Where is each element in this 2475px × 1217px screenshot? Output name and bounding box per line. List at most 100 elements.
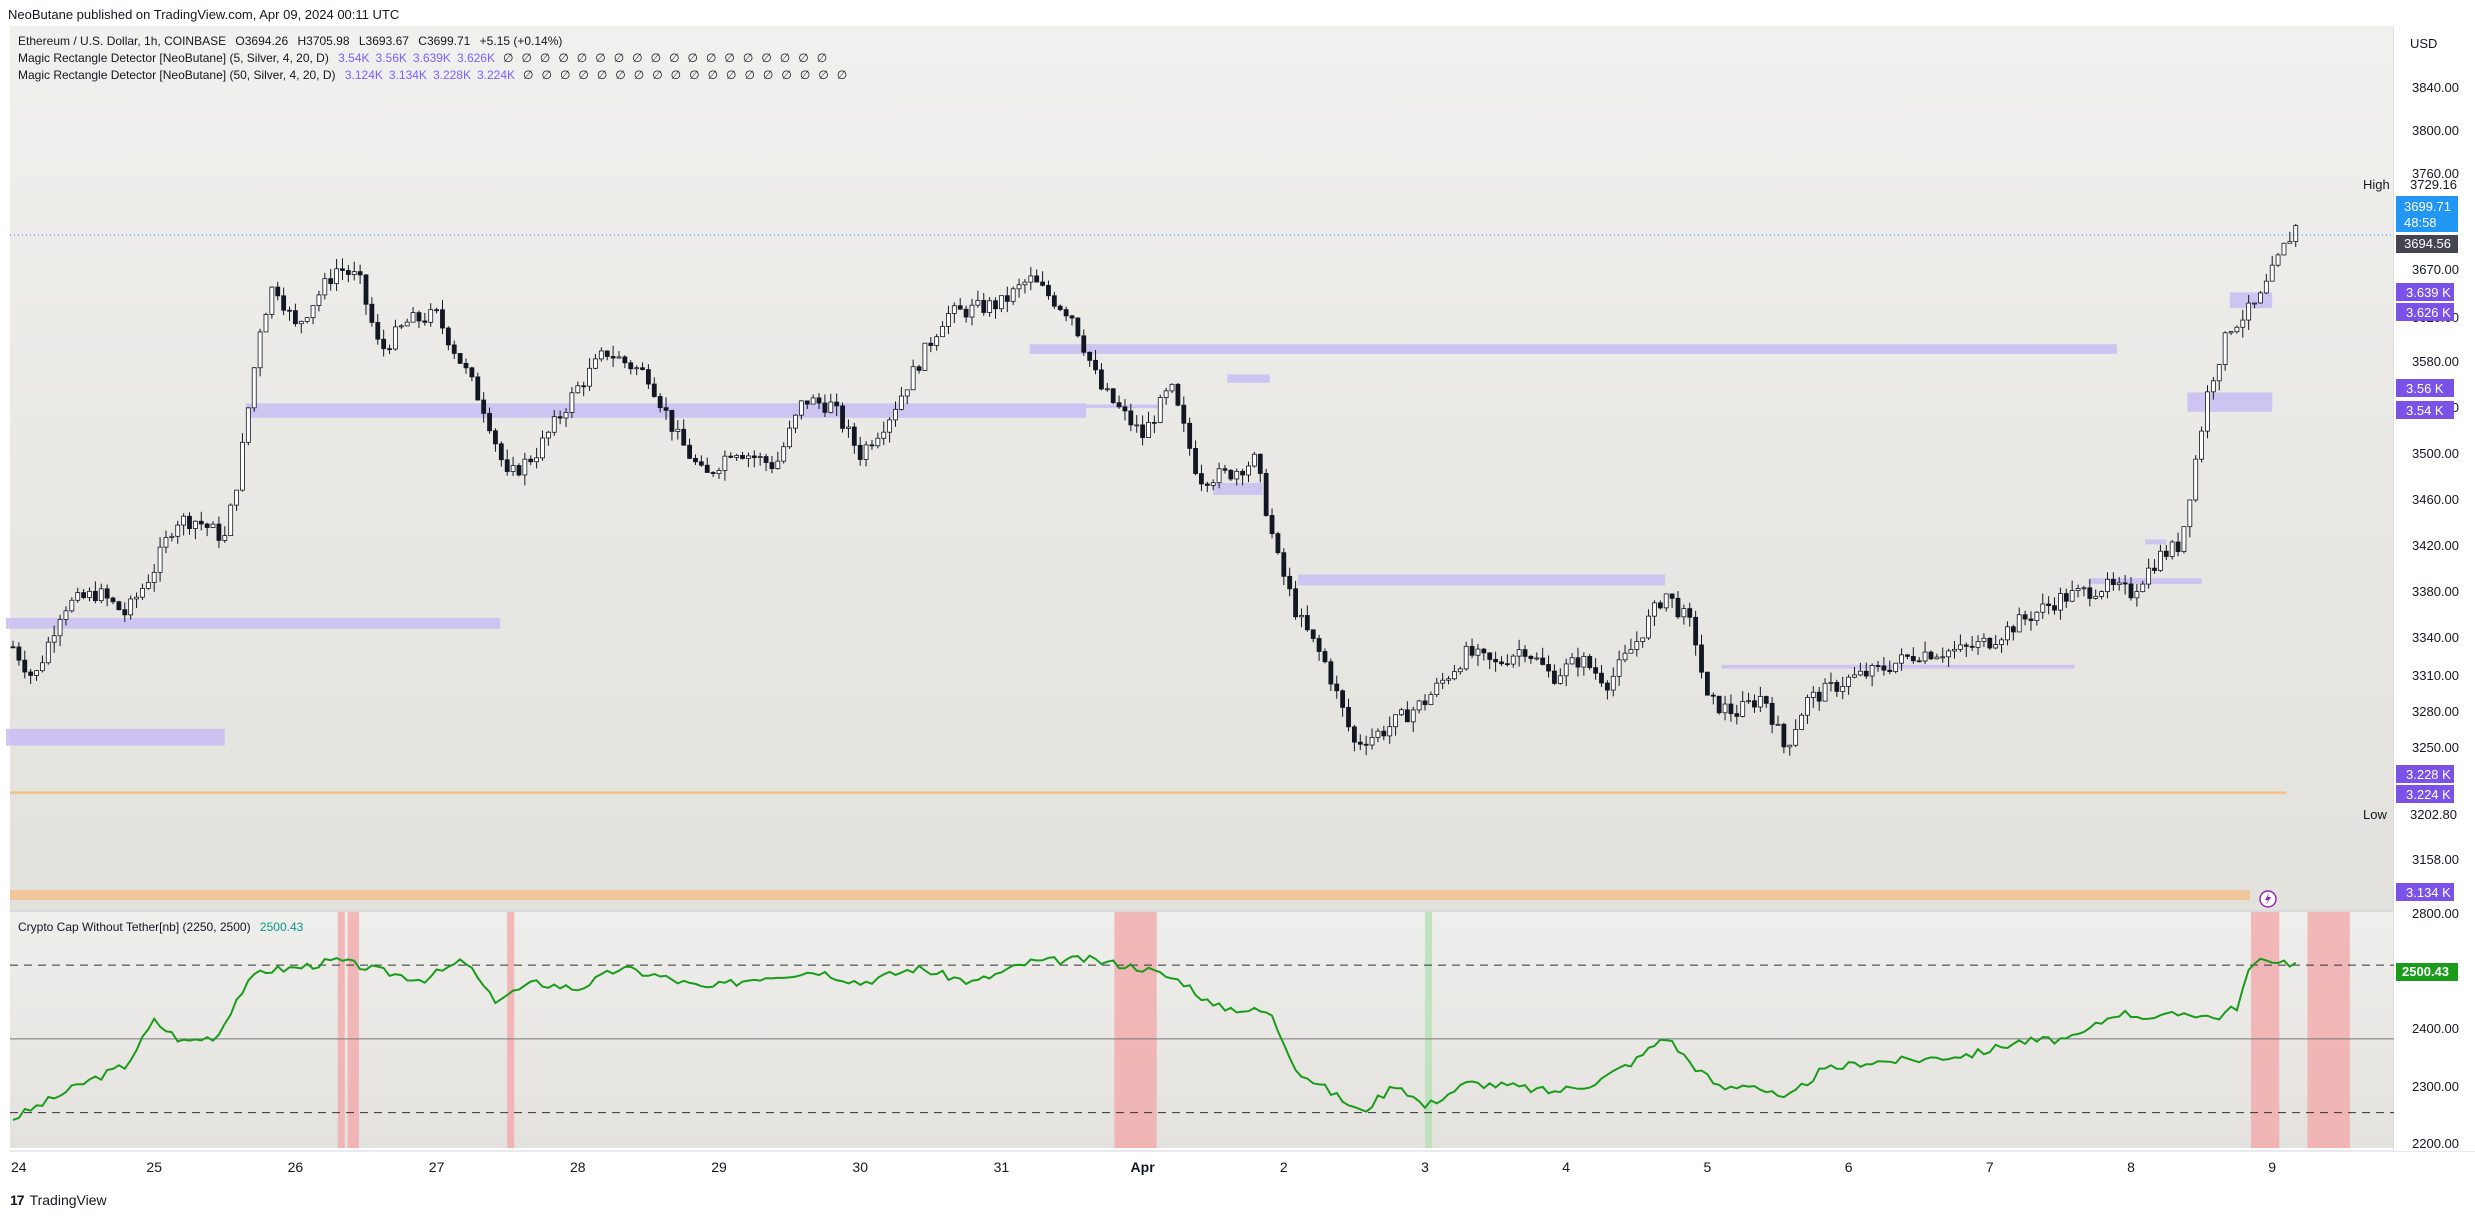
tradingview-logo[interactable]: 17 TradingView bbox=[10, 1192, 107, 1208]
time-label: 27 bbox=[429, 1159, 445, 1175]
osc-legend[interactable]: Crypto Cap Without Tether[nb] (2250, 250… bbox=[18, 920, 303, 934]
candle-body bbox=[1010, 288, 1016, 302]
candle-body bbox=[1234, 470, 1240, 480]
osc-tick-label: 2400.00 bbox=[2412, 1021, 2459, 1036]
candle-body bbox=[563, 412, 569, 419]
price-tick-label: 3460.00 bbox=[2412, 492, 2459, 507]
candle-body bbox=[1481, 648, 1487, 654]
candle-body bbox=[2110, 578, 2116, 586]
candle-body bbox=[575, 385, 581, 394]
candle-body bbox=[2028, 618, 2034, 621]
osc-tick-label: 2800.00 bbox=[2412, 906, 2459, 921]
candle-body bbox=[340, 268, 345, 271]
null-value-icon: ∅ bbox=[578, 68, 589, 82]
osc-value: 2500.43 bbox=[259, 920, 304, 934]
candle-body bbox=[316, 294, 322, 306]
candle-body bbox=[487, 412, 492, 432]
candle-body bbox=[863, 444, 869, 460]
candle-body bbox=[875, 437, 881, 447]
candle-body bbox=[1110, 388, 1116, 404]
candle-body bbox=[1993, 644, 1999, 649]
null-value-icon: ∅ bbox=[669, 51, 680, 65]
candle-body bbox=[1805, 697, 1810, 716]
candle-body bbox=[728, 455, 734, 458]
candle-body bbox=[1840, 685, 1846, 692]
rectangle-zone bbox=[2088, 578, 2202, 585]
indicator2-legend[interactable]: Magic Rectangle Detector [NeoButane] (50… bbox=[18, 68, 847, 82]
candle-body bbox=[2116, 582, 2122, 586]
candle-body bbox=[2269, 264, 2275, 282]
indicator1-legend[interactable]: Magic Rectangle Detector [NeoButane] (5,… bbox=[18, 51, 827, 65]
candle-body bbox=[1716, 695, 1722, 714]
candle-body bbox=[2099, 591, 2104, 597]
candle-body bbox=[1869, 665, 1875, 677]
candle-body bbox=[557, 416, 563, 419]
candle-body bbox=[1675, 597, 1681, 618]
candle-body bbox=[1969, 645, 1975, 648]
candle-body bbox=[1057, 305, 1063, 311]
candle-body bbox=[245, 407, 251, 443]
candle-body bbox=[722, 455, 728, 471]
candle-body bbox=[716, 470, 722, 474]
candle-body bbox=[1363, 743, 1369, 746]
candle-body bbox=[1634, 641, 1640, 650]
null-value-icon: ∅ bbox=[726, 68, 737, 82]
candle-body bbox=[2081, 587, 2087, 590]
ohlc-high: H3705.98 bbox=[297, 34, 350, 48]
candle-body bbox=[381, 338, 387, 350]
candle-body bbox=[2057, 593, 2063, 611]
candle-body bbox=[2252, 302, 2257, 305]
candle-body bbox=[804, 400, 810, 405]
publish-header: NeoButane published on TradingView.com, … bbox=[0, 0, 2475, 26]
candle-body bbox=[240, 441, 245, 491]
symbol-legend[interactable]: Ethereum / U.S. Dollar, 1h, COINBASE O36… bbox=[18, 34, 562, 48]
candle-body bbox=[787, 427, 792, 448]
chart-area[interactable]: 3840.003800.003760.003670.003620.003580.… bbox=[0, 26, 2475, 1186]
candle-body bbox=[2199, 430, 2205, 460]
candle-body bbox=[1546, 664, 1551, 672]
candle-body bbox=[946, 313, 951, 327]
candle-body bbox=[1834, 682, 1840, 692]
candle-body bbox=[775, 460, 781, 470]
candle-body bbox=[2275, 254, 2281, 266]
candle-body bbox=[1622, 652, 1628, 661]
last-price-value: 3699.71 bbox=[2404, 199, 2451, 214]
candle-body bbox=[1522, 649, 1528, 657]
candle-body bbox=[598, 350, 604, 360]
candle-body bbox=[1452, 671, 1457, 680]
candle-body bbox=[1475, 648, 1481, 656]
candle-body bbox=[2258, 292, 2263, 304]
time-label: 24 bbox=[11, 1159, 27, 1175]
rect-value-label: 3.54 K bbox=[2406, 403, 2444, 418]
null-value-icon: ∅ bbox=[596, 68, 608, 82]
time-axis[interactable]: 24 25 26 27 28 29 30 31 Apr 2 3 4 5 6 7 8 9 bbox=[11, 1159, 2276, 1175]
candle-body bbox=[416, 312, 422, 322]
osc-value-label: 2500.43 bbox=[2402, 964, 2449, 979]
chart-canvas[interactable]: 3840.003800.003760.003670.003620.003580.… bbox=[0, 26, 2475, 1186]
candle-body bbox=[928, 342, 934, 346]
candle-body bbox=[951, 305, 957, 314]
candle-body bbox=[1604, 682, 1610, 691]
rectangle-zone bbox=[1029, 344, 2117, 354]
candle-body bbox=[187, 515, 192, 529]
null-value-icon: ∅ bbox=[762, 68, 774, 82]
candle-body bbox=[1987, 637, 1993, 649]
candle-body bbox=[1004, 295, 1010, 302]
candle-body bbox=[957, 305, 963, 310]
candle-body bbox=[2175, 541, 2181, 552]
null-value-icon: ∅ bbox=[632, 51, 643, 65]
candle-body bbox=[110, 597, 116, 603]
indicator-value: 3.228K bbox=[432, 68, 471, 82]
indicator-value: 3.224K bbox=[476, 68, 516, 82]
candle-body bbox=[857, 444, 863, 460]
candle-body bbox=[457, 353, 463, 364]
candle-body bbox=[1069, 315, 1075, 319]
time-label: 8 bbox=[2127, 1159, 2135, 1175]
rect-value-label: 3.56 K bbox=[2406, 381, 2444, 396]
candle-body bbox=[1575, 657, 1581, 668]
candle-body bbox=[922, 342, 928, 371]
osc-red-band bbox=[337, 912, 345, 1148]
candle-body bbox=[1169, 383, 1175, 392]
candle-body bbox=[916, 366, 922, 371]
candle-body bbox=[1981, 637, 1987, 642]
